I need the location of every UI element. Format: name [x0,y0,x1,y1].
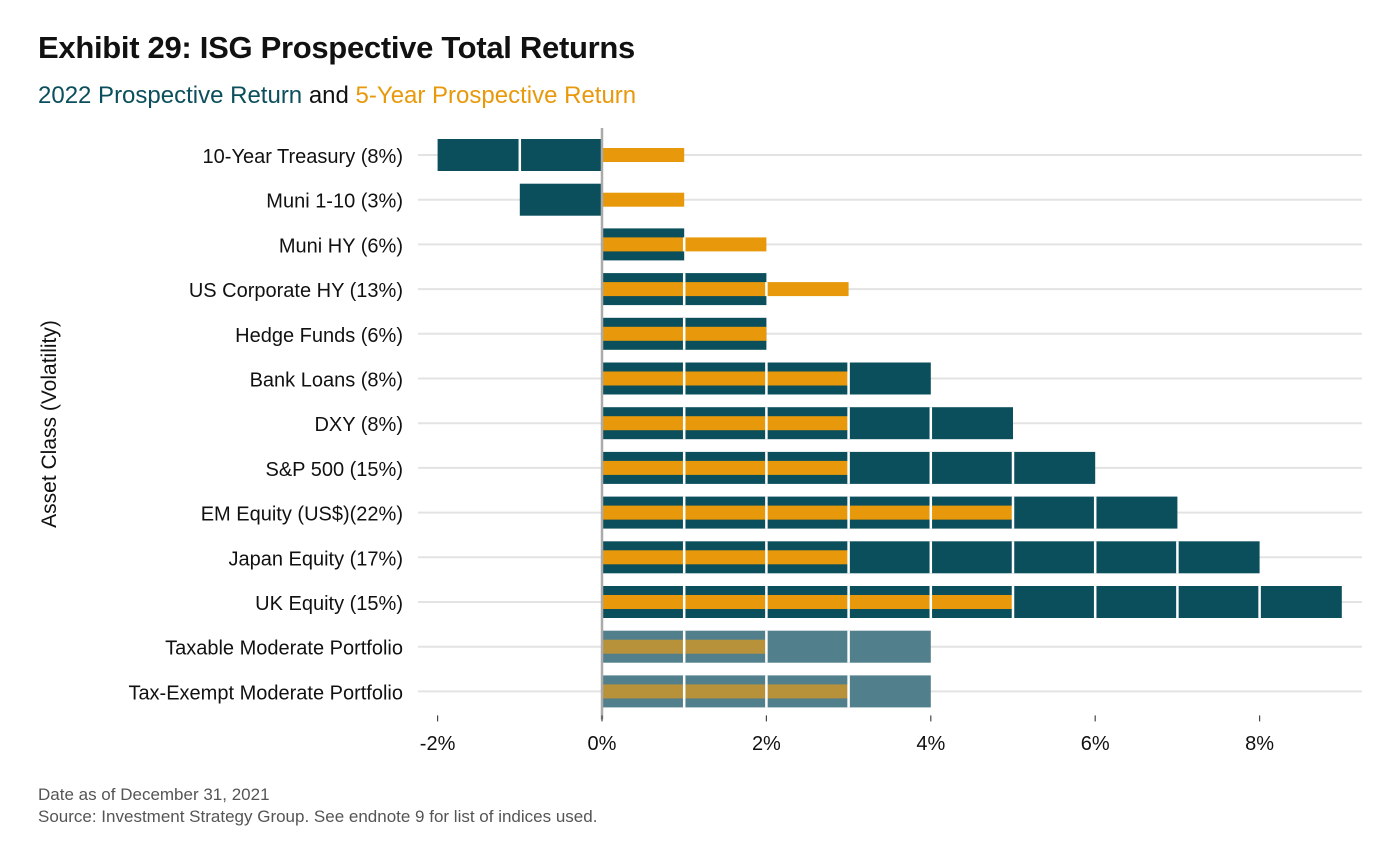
footer-date-note: Date as of December 31, 2021 [38,785,270,804]
bar-5yr-uk-equity-15 [602,595,1013,609]
bar-5yr-bank-loans-8 [602,371,849,386]
category-label-muni-hy-6: Muni HY (6%) [279,235,403,257]
bar-5yr-em-equity-us-22 [602,505,1013,520]
bar-5yr-us-corporate-hy-13 [602,282,849,297]
category-label-hedge-funds-6: Hedge Funds (6%) [235,325,403,347]
subtitle-series-5yr: 5-Year Prospective Return [355,82,637,109]
x-tick-label-2: 2% [752,733,781,755]
y-axis-label: Asset Class (Volatility) [38,320,61,528]
chart-footer: Date as of December 31, 2021 Source: Inv… [38,784,597,828]
bar-5yr-japan-equity-17 [602,550,849,565]
chart-title: Exhibit 29: ISG Prospective Total Return… [38,30,635,65]
subtitle-connector: and [302,82,356,109]
category-label-japan-equity-17: Japan Equity (17%) [228,548,403,570]
category-label-tax-exempt-moderate-portfolio: Tax-Exempt Moderate Portfolio [128,682,403,704]
x-tick-label-0: 0% [588,733,617,755]
category-label-us-corporate-hy-13: US Corporate HY (13%) [189,280,403,302]
bar-5yr-muni-1-10-3 [602,192,685,207]
chart-subtitle: 2022 Prospective Return and 5-Year Prosp… [38,82,636,110]
category-label-bank-loans-8: Bank Loans (8%) [250,370,403,392]
subtitle-series-2022: 2022 Prospective Return [38,82,303,109]
x-tick-label-2: -2% [420,733,456,755]
bar-5yr-10-year-treasury-8 [602,148,685,162]
category-label-uk-equity-15: UK Equity (15%) [255,593,403,615]
footer-source-note: Source: Investment Strategy Group. See e… [38,807,598,826]
category-label-muni-1-10-3: Muni 1-10 (3%) [266,191,403,213]
bar-5yr-s-p-500-15 [602,460,849,475]
category-label-taxable-moderate-portfolio: Taxable Moderate Portfolio [165,638,403,660]
category-label-em-equity-us-22: EM Equity (US$)(22%) [201,504,403,526]
category-label-s-p-500-15: S&P 500 (15%) [266,459,404,481]
category-label-10-year-treasury-8: 10-Year Treasury (8%) [203,146,403,168]
x-tick-label-6: 6% [1081,733,1110,755]
x-tick-label-8: 8% [1245,733,1274,755]
bar-5yr-dxy-8 [602,416,849,431]
category-label-dxy-8: DXY (8%) [314,414,403,436]
x-tick-label-4: 4% [916,733,945,755]
bar-2022-muni-1-10-3 [519,183,602,216]
bar-5yr-tax-exempt-moderate-portfolio [602,684,849,699]
